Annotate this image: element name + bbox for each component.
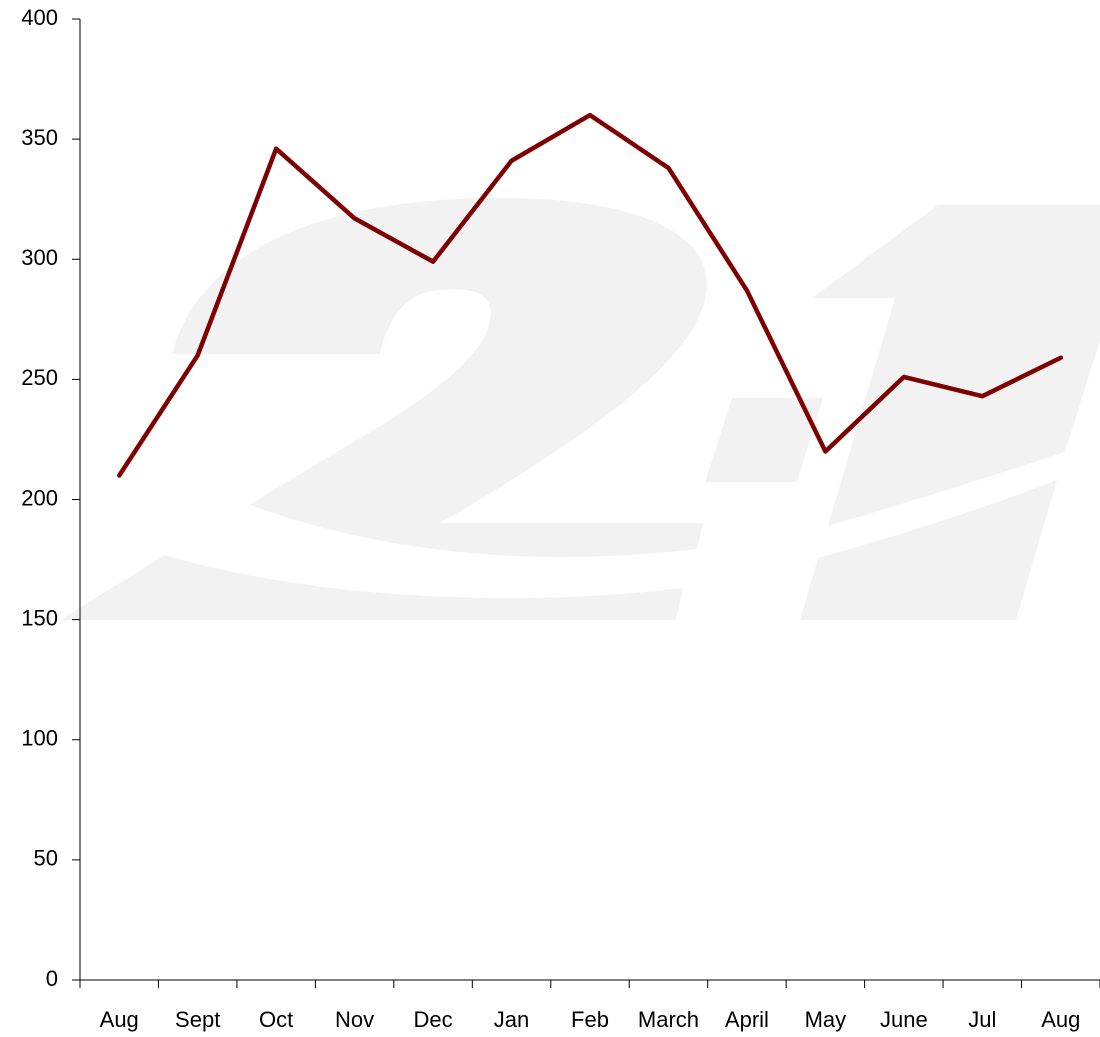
x-tick-label: Jan: [494, 1007, 529, 1032]
watermark: [60, 197, 1100, 620]
x-tick-label: May: [805, 1007, 847, 1032]
y-tick-label: 300: [21, 245, 58, 270]
y-tick-label: 350: [21, 125, 58, 150]
x-tick-label: April: [725, 1007, 769, 1032]
x-tick-label: Aug: [1041, 1007, 1080, 1032]
y-tick-label: 100: [21, 726, 58, 751]
x-tick-label: March: [638, 1007, 699, 1032]
y-tick-label: 50: [34, 846, 58, 871]
x-tick-label: Aug: [100, 1007, 139, 1032]
x-tick-label: Feb: [571, 1007, 609, 1032]
x-tick-label: Jul: [968, 1007, 996, 1032]
line-series: [116, 112, 1064, 478]
x-tick-label: Nov: [335, 1007, 374, 1032]
y-tick-label: 250: [21, 365, 58, 390]
x-tick-label: June: [880, 1007, 928, 1032]
x-tick-label: Sept: [175, 1007, 220, 1032]
y-tick-label: 150: [21, 605, 58, 630]
x-tick-label: Dec: [414, 1007, 453, 1032]
y-tick-label: 0: [46, 966, 58, 991]
x-tick-label: Oct: [259, 1007, 293, 1032]
y-tick-label: 200: [21, 485, 58, 510]
y-tick-label: 400: [21, 5, 58, 30]
